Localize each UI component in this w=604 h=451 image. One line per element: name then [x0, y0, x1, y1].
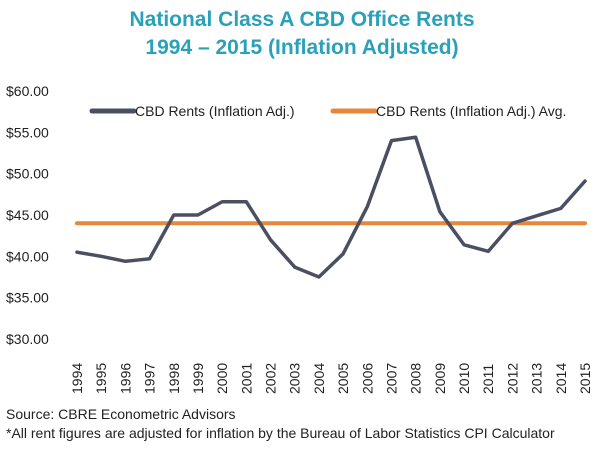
x-tick-label: 1997 — [142, 363, 158, 394]
legend-label-rents: CBD Rents (Inflation Adj.) — [135, 103, 295, 119]
x-tick-label: 1994 — [69, 363, 85, 394]
x-tick-label: 1996 — [117, 363, 133, 394]
y-tick-label: $60.00 — [6, 83, 49, 99]
x-tick-label: 2005 — [335, 363, 351, 394]
y-tick-label: $40.00 — [6, 248, 49, 264]
series-line-rents — [75, 135, 587, 279]
x-tick-label: 2004 — [311, 363, 327, 394]
x-tick-label: 1995 — [93, 363, 109, 394]
x-tick-label: 2000 — [214, 363, 230, 394]
y-tick-label: $30.00 — [6, 331, 49, 347]
x-tick-label: 2006 — [359, 363, 375, 394]
x-tick-label: 2001 — [238, 363, 254, 394]
x-tick-label: 2003 — [287, 363, 303, 394]
y-tick-label: $50.00 — [6, 166, 49, 182]
chart-title-line-1: National Class A CBD Office Rents — [129, 8, 475, 31]
y-tick-label: $55.00 — [6, 124, 49, 140]
legend-label-average: CBD Rents (Inflation Adj.) Avg. — [376, 103, 566, 119]
x-tick-label: 2013 — [529, 363, 545, 394]
y-axis: $30.00 $35.00 $40.00 $45.00 $50.00 $55.00 $60.… — [6, 83, 49, 347]
x-tick-label: 1999 — [190, 363, 206, 394]
x-tick-label: 2015 — [577, 363, 593, 394]
x-axis: 1994 1995 1996 1997 1998 1999 2000 2001 2002 2003… — [69, 363, 593, 394]
y-tick-label: $45.00 — [6, 207, 49, 223]
y-tick-label: $35.00 — [6, 290, 49, 306]
series-lines — [75, 135, 587, 279]
x-tick-label: 1998 — [166, 363, 182, 394]
x-tick-label: 2002 — [263, 363, 279, 394]
x-tick-label: 2008 — [408, 363, 424, 394]
legend: CBD Rents (Inflation Adj.) CBD Rents (In… — [89, 103, 566, 119]
chart-title: National Class A CBD Office Rents 1994 –… — [0, 6, 604, 62]
x-tick-label: 2009 — [432, 363, 448, 394]
footnote: *All rent figures are adjusted for infla… — [6, 425, 555, 441]
x-tick-label: 2014 — [553, 363, 569, 394]
source-note: Source: CBRE Econometric Advisors — [6, 406, 236, 422]
chart-title-line-2: 1994 – 2015 (Inflation Adjusted) — [145, 36, 459, 59]
x-tick-label: 2011 — [480, 364, 496, 394]
x-tick-label: 2010 — [456, 363, 472, 394]
x-tick-label: 2007 — [383, 363, 399, 394]
x-tick-label: 2012 — [504, 363, 520, 394]
